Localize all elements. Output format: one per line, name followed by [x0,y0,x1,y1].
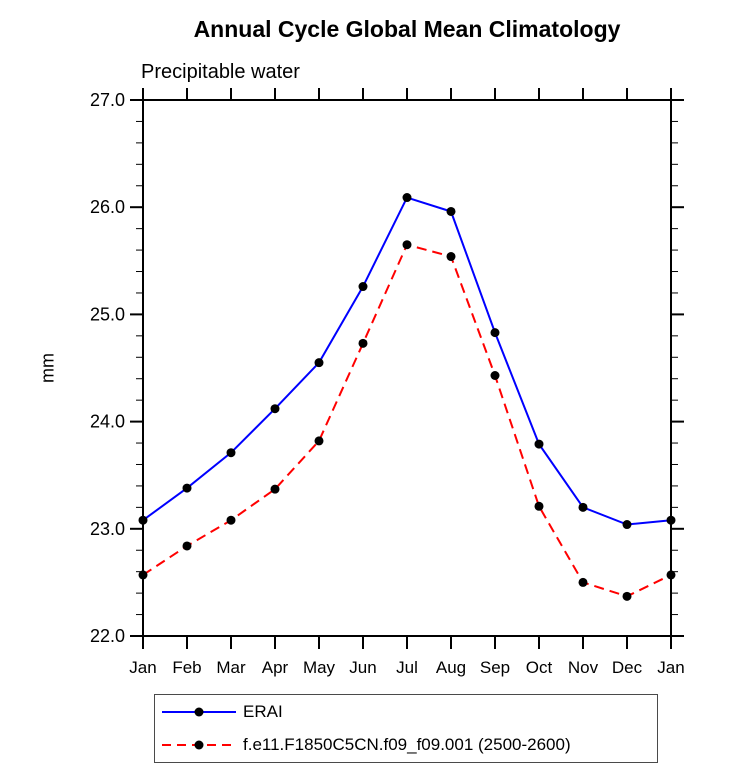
data-point-marker [358,282,368,292]
chart-title: Annual Cycle Global Mean Climatology [193,16,621,42]
x-axis-tick-label: Nov [568,658,599,677]
data-point-marker [182,483,192,493]
model-line [142,243,672,598]
x-axis-tick-label: May [303,658,336,677]
data-point-marker [138,570,148,580]
erai-line-sample-icon [162,707,236,717]
data-point-marker [314,436,324,446]
legend-label-model: f.e11.F1850C5CN.f09_f09.001 (2500-2600) [243,735,571,754]
y-axis-tick-label: 26.0 [90,197,125,217]
y-axis-tick-label: 24.0 [90,412,125,432]
data-point-marker [666,515,676,525]
model-line-sample-icon [162,740,236,750]
data-point-marker [402,193,412,203]
data-point-marker [314,358,324,368]
x-axis-tick-label: Sep [480,658,510,677]
data-point-marker [182,541,192,551]
data-point-marker [534,439,544,449]
data-point-marker [138,515,148,525]
y-axis-tick-label: 25.0 [90,304,125,324]
x-axis-tick-label: Jan [129,658,156,677]
y-axis-tick-label: 23.0 [90,519,125,539]
data-point-marker [226,448,236,458]
data-point-marker [358,338,368,348]
x-axis-tick-label: Apr [262,658,289,677]
data-point-marker [270,404,280,414]
data-point-marker [446,206,456,216]
data-point-marker [622,591,632,601]
x-axis-tick-label: Feb [172,658,201,677]
legend-box: ERAI f.e11.F1850C5CN.f09_f09.001 (2500-2… [154,694,658,763]
data-point-marker [578,502,588,512]
x-axis-tick-label: Jan [657,658,684,677]
data-point-marker [622,520,632,530]
legend-label-erai: ERAI [243,702,283,721]
x-axis-tick-label: Jun [349,658,376,677]
y-axis-tick-label: 27.0 [90,90,125,110]
data-point-marker [226,515,236,525]
data-point-marker [490,328,500,338]
plot-frame [142,99,672,637]
x-axis-tick-label: Aug [436,658,466,677]
x-axis-tick-label: Jul [396,658,418,677]
chart-subtitle: Precipitable water [141,61,300,83]
data-point-marker [270,484,280,494]
data-point-marker [490,371,500,381]
legend-entry-erai: ERAI [159,696,657,729]
data-point-marker [666,570,676,580]
y-axis-tick-label: 22.0 [90,626,125,646]
data-point-marker [402,240,412,250]
data-point-marker [446,252,456,262]
legend-entry-model: f.e11.F1850C5CN.f09_f09.001 (2500-2600) [159,729,657,762]
data-point-marker [578,577,588,587]
x-axis-tick-label: Dec [612,658,643,677]
data-point-marker [534,501,544,511]
x-axis-tick-label: Mar [216,658,246,677]
x-axis-tick-label: Oct [526,658,553,677]
